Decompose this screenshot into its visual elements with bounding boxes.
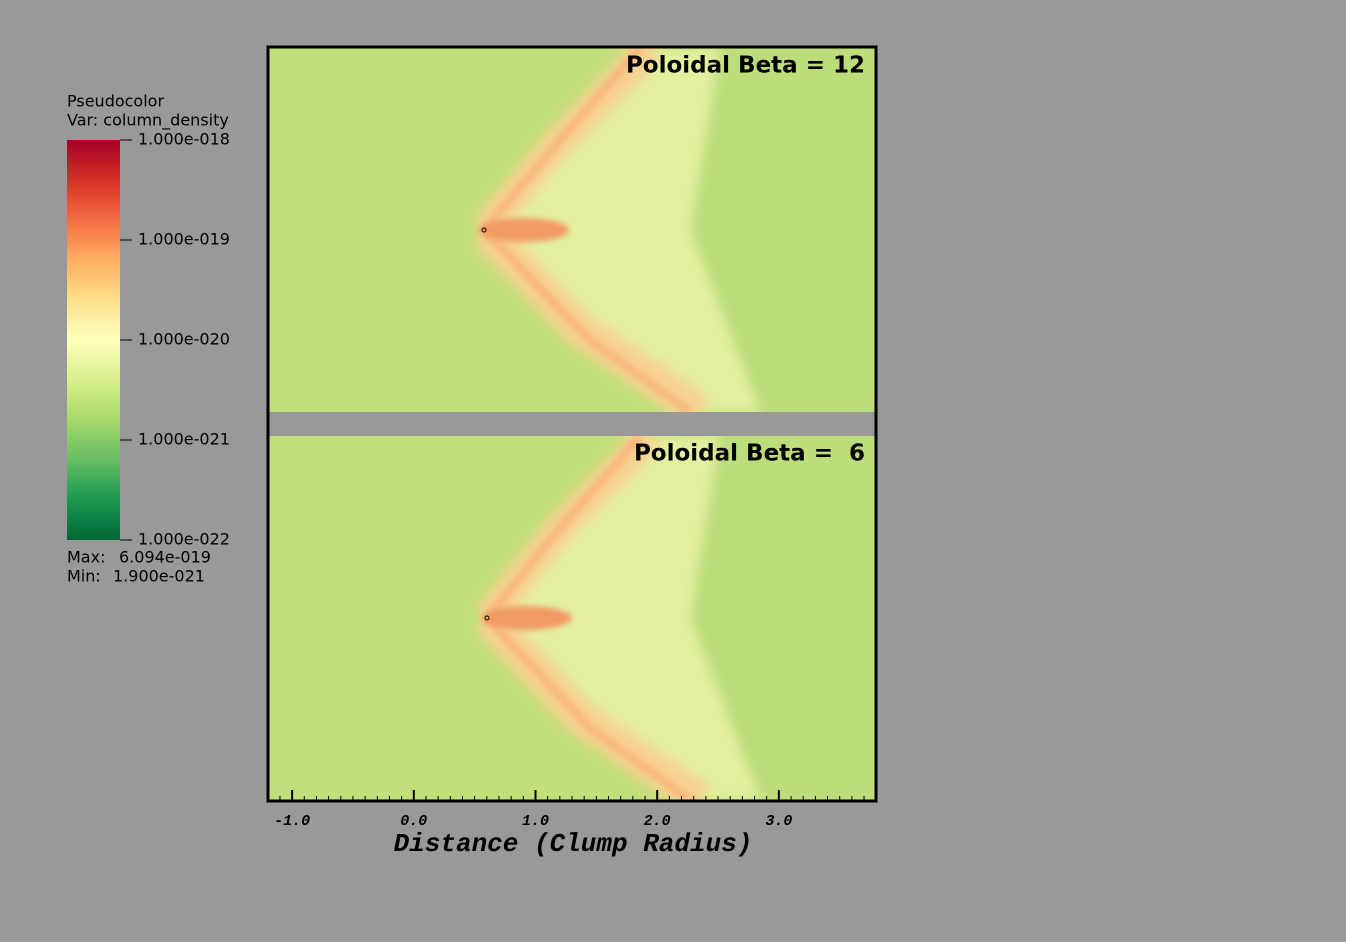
- plume-head: [482, 606, 572, 630]
- x-axis-label: Distance (Clump Radius): [394, 829, 753, 859]
- panel-title: Poloidal Beta = 6: [634, 441, 865, 467]
- colorbar-tick-label: 1.000e-019: [138, 230, 230, 249]
- x-tick-label: 2.0: [644, 813, 671, 830]
- plume-head: [479, 218, 569, 242]
- min-label: Min:: [67, 567, 101, 586]
- x-tick-label: 1.0: [522, 813, 549, 830]
- colorbar: [67, 140, 120, 540]
- colorbar-tick-label: 1.000e-020: [138, 330, 230, 349]
- clump: [484, 615, 490, 621]
- separator: [269, 412, 875, 436]
- max-value: 6.094e-019: [119, 548, 211, 567]
- plume-arm-core: [483, 436, 644, 621]
- panel-title: Poloidal Beta = 12: [626, 53, 865, 79]
- plume-interior: [484, 48, 760, 412]
- field-panel: [269, 48, 875, 412]
- min-value: 1.900e-021: [113, 567, 205, 586]
- colorbar-tick-label: 1.000e-022: [138, 530, 230, 549]
- plume-interior: [487, 436, 760, 800]
- x-tick-label: 3.0: [765, 813, 792, 830]
- colorbar-variable: Var: column_density: [67, 111, 229, 131]
- plume-arm-core: [484, 615, 693, 800]
- wake: [680, 436, 875, 800]
- colorbar-plot: Pseudocolor: [67, 92, 164, 111]
- wake: [680, 48, 875, 412]
- plume-arm-core: [481, 227, 693, 412]
- colorbar-tick-label: 1.000e-021: [138, 430, 230, 449]
- field-panel: [269, 436, 875, 800]
- clump: [481, 227, 487, 233]
- colorbar-tick-label: 1.000e-018: [138, 130, 230, 149]
- x-tick-label: -1.0: [274, 813, 310, 830]
- plume-arm-core: [480, 48, 644, 233]
- max-label: Max:: [67, 548, 105, 567]
- x-tick-label: 0.0: [400, 813, 427, 830]
